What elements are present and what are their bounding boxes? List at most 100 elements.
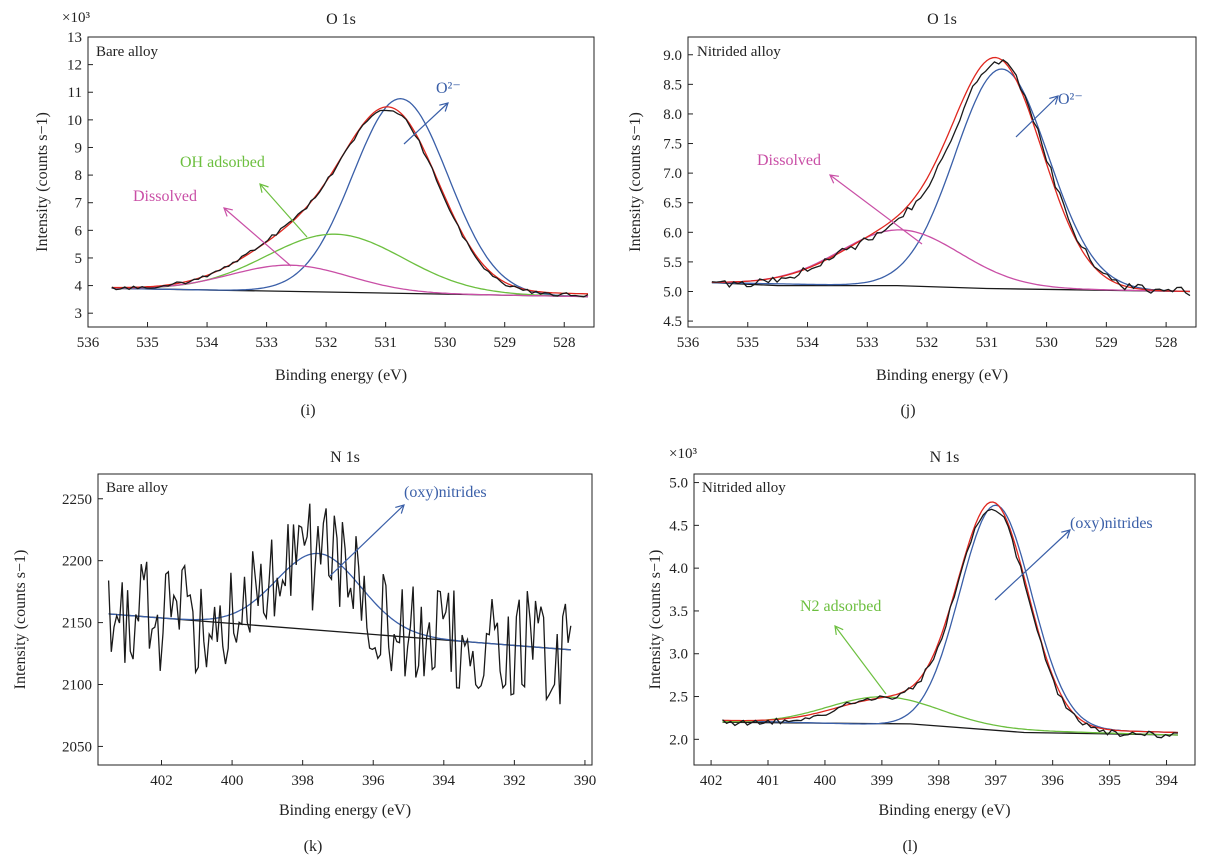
annotation-label: (oxy)nitrides [404,484,487,501]
y-tick-label: 2.0 [669,732,688,748]
chart-panel-j: 536 535 534 533 532 531 530 529 528 4.5 5.0 5.5 6.0 6… [627,11,1197,384]
plot-area [111,97,589,298]
annotation-arrowhead [439,102,449,112]
y-tick-label: 5.0 [663,284,682,300]
data-line [107,503,572,705]
data-line [722,508,1178,739]
annotation-arrow [259,183,308,238]
y-multiplier-label: ×10³ [669,446,697,462]
chart-title: N 1s [930,449,960,466]
plot-area [711,56,1191,297]
plot-frame [687,36,1197,328]
y-tick-label: 2100 [62,678,92,694]
y-tick-label: 5.5 [663,255,682,271]
x-axis-label: Binding energy (eV) [876,367,1008,384]
y-tick-label: 4 [75,279,83,295]
y-tick-label: 8 [75,168,83,184]
x-tick-label: 399 [871,773,894,789]
fit-envelope-line [722,501,1178,734]
y-tick-label: 13 [67,30,82,46]
y-tick-label: 6 [75,223,83,239]
x-tick-label: 396 [1041,773,1064,789]
component-line [711,68,1190,293]
annotation-arrow [994,529,1071,601]
annotation-arrow [329,504,405,577]
annotation-label: Dissolved [757,152,821,169]
x-tick-label: 529 [493,335,516,351]
y-tick-label: 8.5 [663,77,682,93]
x-tick-label: 402 [700,773,723,789]
y-tick-label: 4.5 [669,518,688,534]
annotation-label: (oxy)nitrides [1070,515,1153,532]
y-tick-label: 9.0 [663,48,682,64]
y-tick-label: 2150 [62,616,92,632]
x-tick-label: 531 [976,335,999,351]
plot-frame [87,36,595,328]
x-tick-label: 392 [503,773,526,789]
x-tick-label: 532 [315,335,338,351]
annotation-arrowhead [834,625,844,635]
y-tick-label: 3.0 [669,647,688,663]
y-tick-label: 2.5 [669,690,688,706]
x-tick-label: 398 [928,773,951,789]
y-tick-label: 3.5 [669,604,688,620]
annotation-label: OH adsorbed [180,154,265,171]
x-tick-label: 532 [916,335,939,351]
annotation-arrow [829,174,923,245]
annotation-label: O²⁻ [1058,91,1083,108]
x-tick-label: 536 [77,335,100,351]
y-tick-label: 4.5 [663,314,682,330]
y-axis-label: Intensity (counts s−1) [12,550,29,690]
x-tick-label: 528 [553,335,576,351]
x-tick-label: 397 [984,773,1007,789]
annotation-arrowhead [223,207,233,217]
annotation-arrow [1015,95,1059,138]
y-tick-label: 7.0 [663,166,682,182]
y-tick-label: 5 [75,251,83,267]
annotation-arrowhead [1061,529,1071,539]
annotation-arrow [403,102,449,145]
y-axis-label: Intensity (counts s−1) [34,112,51,252]
chart-panel-k: 402 400 398 396 394 392 390 2050 2100 2150 2200 225… [12,449,596,819]
annotation-arrow [834,625,887,695]
data-line [711,59,1191,297]
plot-area [107,503,572,705]
data-line [111,109,589,298]
component-line [111,97,588,298]
y-tick-label: 6.0 [663,225,682,241]
x-tick-label: 536 [677,335,700,351]
chart-panel-i: 536 535 534 533 532 531 530 529 528 3 4 5 6 7 8 9 10 11 12… [34,10,595,384]
sample-label: Nitrided alloy [702,480,786,496]
component-line [111,264,588,298]
x-tick-label: 534 [796,335,819,351]
y-tick-label: 12 [67,58,82,74]
fit-envelope-line [711,56,1191,293]
plot-frame [693,473,1196,766]
y-tick-label: 3 [75,306,83,322]
x-tick-label: 394 [1155,773,1178,789]
x-axis-label: Binding energy (eV) [878,802,1010,819]
chart-title: O 1s [927,11,957,28]
y-tick-label: 7.5 [663,137,682,153]
annotation-label: N2 adsorbed [800,598,881,615]
sample-label: Nitrided alloy [697,44,781,60]
panel-caption-k: (k) [303,838,323,855]
y-tick-label: 11 [68,85,82,101]
x-tick-label: 402 [150,773,173,789]
x-tick-label: 398 [291,773,314,789]
y-tick-label: 4.0 [669,561,688,577]
annotation-arrow [223,207,292,267]
annotation-arrowhead [829,174,839,184]
plot-area [722,501,1178,739]
component-line [722,696,1178,736]
x-tick-label: 529 [1095,335,1118,351]
panel-caption-l: (l) [902,838,918,855]
x-tick-label: 535 [737,335,760,351]
x-tick-label: 533 [255,335,278,351]
y-tick-label: 7 [75,196,83,212]
chart-panel-l: 402 401 400 399 398 397 396 395 394 2.0 2.5 3.0 3.5 4… [647,446,1196,819]
annotation-arrowhead [259,183,269,193]
y-tick-label: 8.0 [663,107,682,123]
sample-label: Bare alloy [106,480,169,496]
background-line [711,281,1191,293]
